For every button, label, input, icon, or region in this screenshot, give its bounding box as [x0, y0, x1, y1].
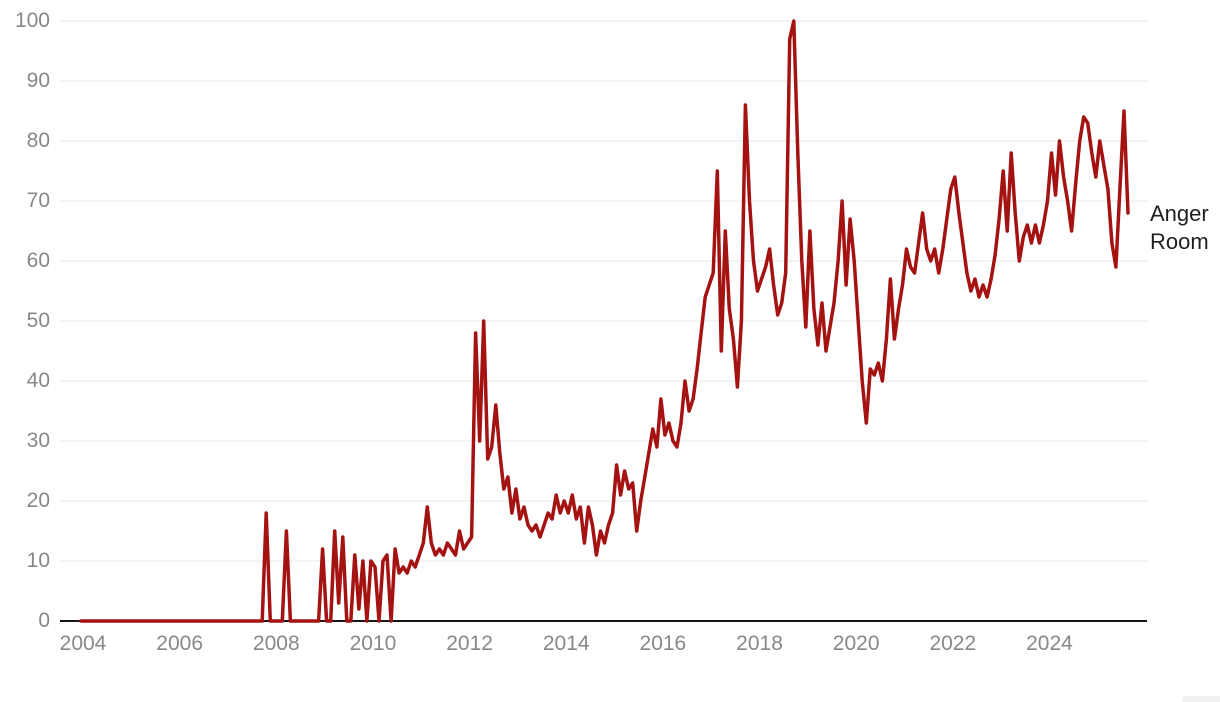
x-axis-tick-label: 2018 — [736, 632, 783, 655]
x-axis-tick-label: 2008 — [252, 632, 300, 655]
y-axis-tick-label: 70 — [26, 189, 50, 212]
y-axis-tick-label: 100 — [14, 9, 50, 32]
x-axis-tick-label: 2004 — [59, 632, 107, 655]
y-axis-tick-label: 10 — [26, 549, 50, 572]
y-axis-tick-label: 60 — [26, 249, 50, 272]
x-axis-tick-label: 2016 — [639, 632, 687, 655]
x-axis-tick-label: 2010 — [349, 632, 397, 655]
x-axis-tick-label: 2020 — [832, 632, 880, 655]
horizontal-scrollbar-stub[interactable] — [1182, 696, 1220, 702]
x-axis-tick-label: 2012 — [446, 632, 493, 655]
y-axis-tick-label: 90 — [26, 69, 50, 92]
x-axis-tick-label: 2006 — [156, 632, 203, 655]
y-axis-tick-label: 0 — [38, 609, 50, 632]
trend-line[interactable] — [79, 19, 1130, 623]
y-axis-tick-label: 20 — [26, 489, 50, 512]
y-axis-tick-label: 30 — [26, 429, 50, 452]
x-axis-tick-label: 2022 — [929, 632, 977, 655]
y-axis-tick-label: 80 — [26, 129, 50, 152]
x-axis-tick-label: 2014 — [542, 632, 590, 655]
y-axis-tick-label: 50 — [26, 309, 50, 332]
series-label: Anger Room — [1150, 201, 1209, 254]
y-axis-tick-label: 40 — [26, 369, 50, 392]
x-axis-tick-label: 2024 — [1026, 632, 1073, 655]
